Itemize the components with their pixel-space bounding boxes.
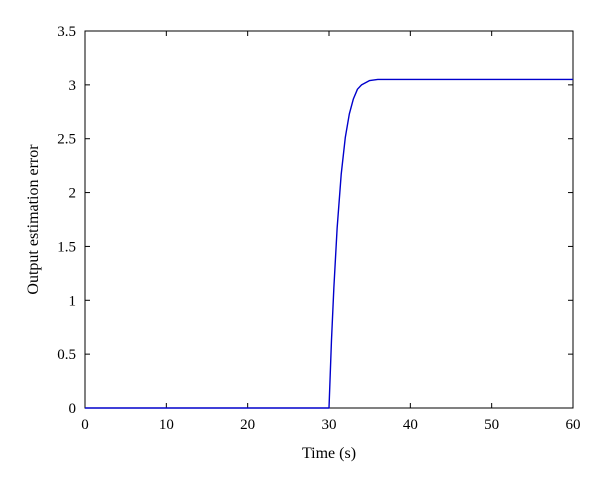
x-tick-label: 50 (484, 417, 499, 433)
y-axis-title: Output estimation error (25, 144, 42, 295)
x-tick-label: 60 (566, 417, 581, 433)
x-tick-label: 30 (322, 417, 337, 433)
y-tick-label: 0 (69, 401, 77, 417)
y-tick-label: 3.5 (57, 24, 76, 40)
x-tick-label: 10 (159, 417, 174, 433)
y-tick-label: 0.5 (57, 347, 76, 363)
y-tick-label: 1.5 (57, 239, 76, 255)
x-tick-label: 20 (240, 417, 255, 433)
y-tick-label: 1 (69, 293, 77, 309)
y-tick-label: 2.5 (57, 132, 76, 148)
y-tick-label: 3 (69, 78, 77, 94)
x-tick-label: 0 (81, 417, 89, 433)
x-axis-title: Time (s) (302, 445, 356, 462)
y-tick-label: 2 (69, 186, 77, 202)
ticks: 0 10 20 30 40 50 60 0 0.5 1 1.5 2 2.5 3 3.5 (57, 24, 580, 433)
plot-area (84, 30, 574, 409)
series-lines (85, 78, 573, 409)
x-tick-label: 40 (403, 417, 418, 433)
series-line-0 (85, 78, 573, 409)
